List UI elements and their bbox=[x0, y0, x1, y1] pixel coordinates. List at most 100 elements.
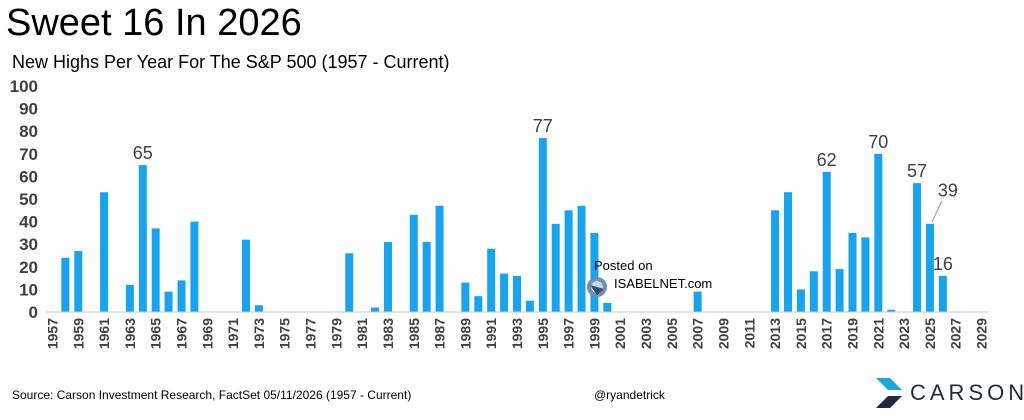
isabelnet-watermark: Posted on ISABELNET.com bbox=[586, 258, 736, 302]
x-tick-label: 1971 bbox=[225, 318, 241, 349]
x-tick-label: 1965 bbox=[148, 318, 164, 349]
x-tick-label: 2027 bbox=[948, 318, 964, 349]
data-label-1964: 65 bbox=[133, 143, 153, 163]
x-tick-label: 1995 bbox=[535, 318, 551, 349]
y-tick-label: 30 bbox=[19, 235, 38, 254]
bar-1995 bbox=[538, 137, 547, 312]
x-tick-label: 1997 bbox=[561, 318, 577, 349]
bar-2015 bbox=[796, 289, 805, 312]
bar-1987 bbox=[435, 205, 444, 312]
bar-2000 bbox=[603, 302, 612, 312]
data-label-2025: 39 bbox=[938, 181, 958, 201]
bar-1999 bbox=[590, 232, 599, 312]
bar-2018 bbox=[835, 269, 844, 312]
x-tick-label: 2009 bbox=[715, 318, 731, 349]
x-tick-label: 1959 bbox=[70, 318, 86, 349]
x-tick-label: 2025 bbox=[922, 318, 938, 349]
bar-1992 bbox=[500, 273, 509, 312]
x-tick-label: 1983 bbox=[380, 318, 396, 349]
y-tick-label: 60 bbox=[19, 167, 38, 186]
y-tick-label: 0 bbox=[29, 303, 38, 322]
x-tick-label: 1979 bbox=[328, 318, 344, 349]
x-tick-label: 2021 bbox=[870, 318, 886, 349]
x-tick-label: 1977 bbox=[303, 318, 319, 349]
x-tick-label: 2023 bbox=[896, 318, 912, 349]
chart-title: Sweet 16 In 2026 bbox=[6, 2, 302, 44]
x-tick-label: 1981 bbox=[354, 318, 370, 349]
bar-2014 bbox=[783, 192, 792, 312]
bar-1959 bbox=[74, 250, 83, 312]
bar-1973 bbox=[254, 305, 263, 312]
bar-1986 bbox=[422, 241, 431, 312]
bar-1958 bbox=[61, 257, 70, 312]
data-label-2021: 70 bbox=[868, 132, 888, 152]
x-tick-label: 2029 bbox=[974, 318, 990, 349]
data-label-1995: 77 bbox=[533, 116, 553, 136]
bar-2026 bbox=[938, 275, 947, 312]
x-tick-label: 1967 bbox=[173, 318, 189, 349]
y-tick-label: 90 bbox=[19, 100, 38, 119]
x-tick-label: 2007 bbox=[690, 318, 706, 349]
carson-wordmark: CARSON bbox=[910, 380, 1024, 405]
bar-1964 bbox=[138, 165, 147, 312]
bar-1982 bbox=[371, 307, 380, 312]
source-note: Source: Carson Investment Research, Fact… bbox=[12, 388, 412, 402]
x-tick-label: 1991 bbox=[483, 318, 499, 349]
bar-2013 bbox=[771, 210, 780, 312]
x-tick-label: 1985 bbox=[406, 318, 422, 349]
author-handle: @ryandetrick bbox=[594, 388, 665, 402]
bar-1983 bbox=[383, 241, 392, 312]
bar-1996 bbox=[551, 223, 560, 312]
x-tick-label: 2003 bbox=[638, 318, 654, 349]
bar-2016 bbox=[809, 271, 818, 312]
bar-2017 bbox=[822, 171, 831, 312]
x-tick-label: 1973 bbox=[251, 318, 267, 349]
bar-2022 bbox=[887, 309, 896, 312]
x-tick-label: 1963 bbox=[122, 318, 138, 349]
watermark-site: ISABELNET.com bbox=[614, 276, 713, 291]
watermark-posted-on: Posted on bbox=[594, 258, 653, 273]
y-tick-label: 70 bbox=[19, 145, 38, 164]
bar-1998 bbox=[577, 205, 586, 312]
y-tick-label: 20 bbox=[19, 258, 38, 277]
carson-logo: CARSON bbox=[876, 376, 1024, 410]
bar-1963 bbox=[125, 284, 134, 312]
x-tick-label: 1969 bbox=[199, 318, 215, 349]
bar-1997 bbox=[564, 210, 573, 312]
y-tick-label: 10 bbox=[19, 280, 38, 299]
x-tick-label: 1987 bbox=[432, 318, 448, 349]
x-tick-label: 2019 bbox=[845, 318, 861, 349]
bar-1993 bbox=[512, 275, 522, 312]
x-tick-label: 2013 bbox=[767, 318, 783, 349]
isabelnet-globe-icon bbox=[587, 277, 607, 297]
bar-1968 bbox=[190, 221, 199, 312]
label-leader-line bbox=[931, 200, 943, 223]
x-tick-label: 2005 bbox=[664, 318, 680, 349]
x-tick-label: 1975 bbox=[277, 318, 293, 349]
x-tick-label: 1961 bbox=[96, 318, 112, 349]
data-label-2026: 16 bbox=[933, 254, 953, 274]
x-tick-label: 1993 bbox=[509, 318, 525, 349]
y-tick-label: 100 bbox=[10, 77, 38, 96]
bar-1985 bbox=[409, 214, 418, 312]
bar-2007 bbox=[693, 291, 702, 312]
bar-2019 bbox=[848, 232, 857, 312]
x-tick-label: 2011 bbox=[741, 318, 757, 349]
y-tick-label: 80 bbox=[19, 122, 38, 141]
x-tick-label: 2001 bbox=[612, 318, 628, 349]
x-tick-label: 2015 bbox=[793, 318, 809, 349]
bar-2025 bbox=[925, 223, 934, 312]
bar-2021 bbox=[874, 153, 883, 312]
bar-1972 bbox=[242, 239, 251, 312]
x-tick-label: 1957 bbox=[44, 318, 60, 349]
bar-1990 bbox=[474, 296, 483, 312]
data-label-2024: 57 bbox=[907, 161, 927, 181]
bar-1989 bbox=[461, 282, 470, 312]
bar-1967 bbox=[177, 280, 186, 312]
data-label-2017: 62 bbox=[817, 150, 837, 170]
x-tick-label: 2017 bbox=[819, 318, 835, 349]
x-tick-label: 1999 bbox=[586, 318, 602, 349]
bar-1994 bbox=[525, 300, 534, 312]
chart-subtitle: New Highs Per Year For The S&P 500 (1957… bbox=[12, 52, 450, 72]
bar-1991 bbox=[487, 248, 496, 312]
